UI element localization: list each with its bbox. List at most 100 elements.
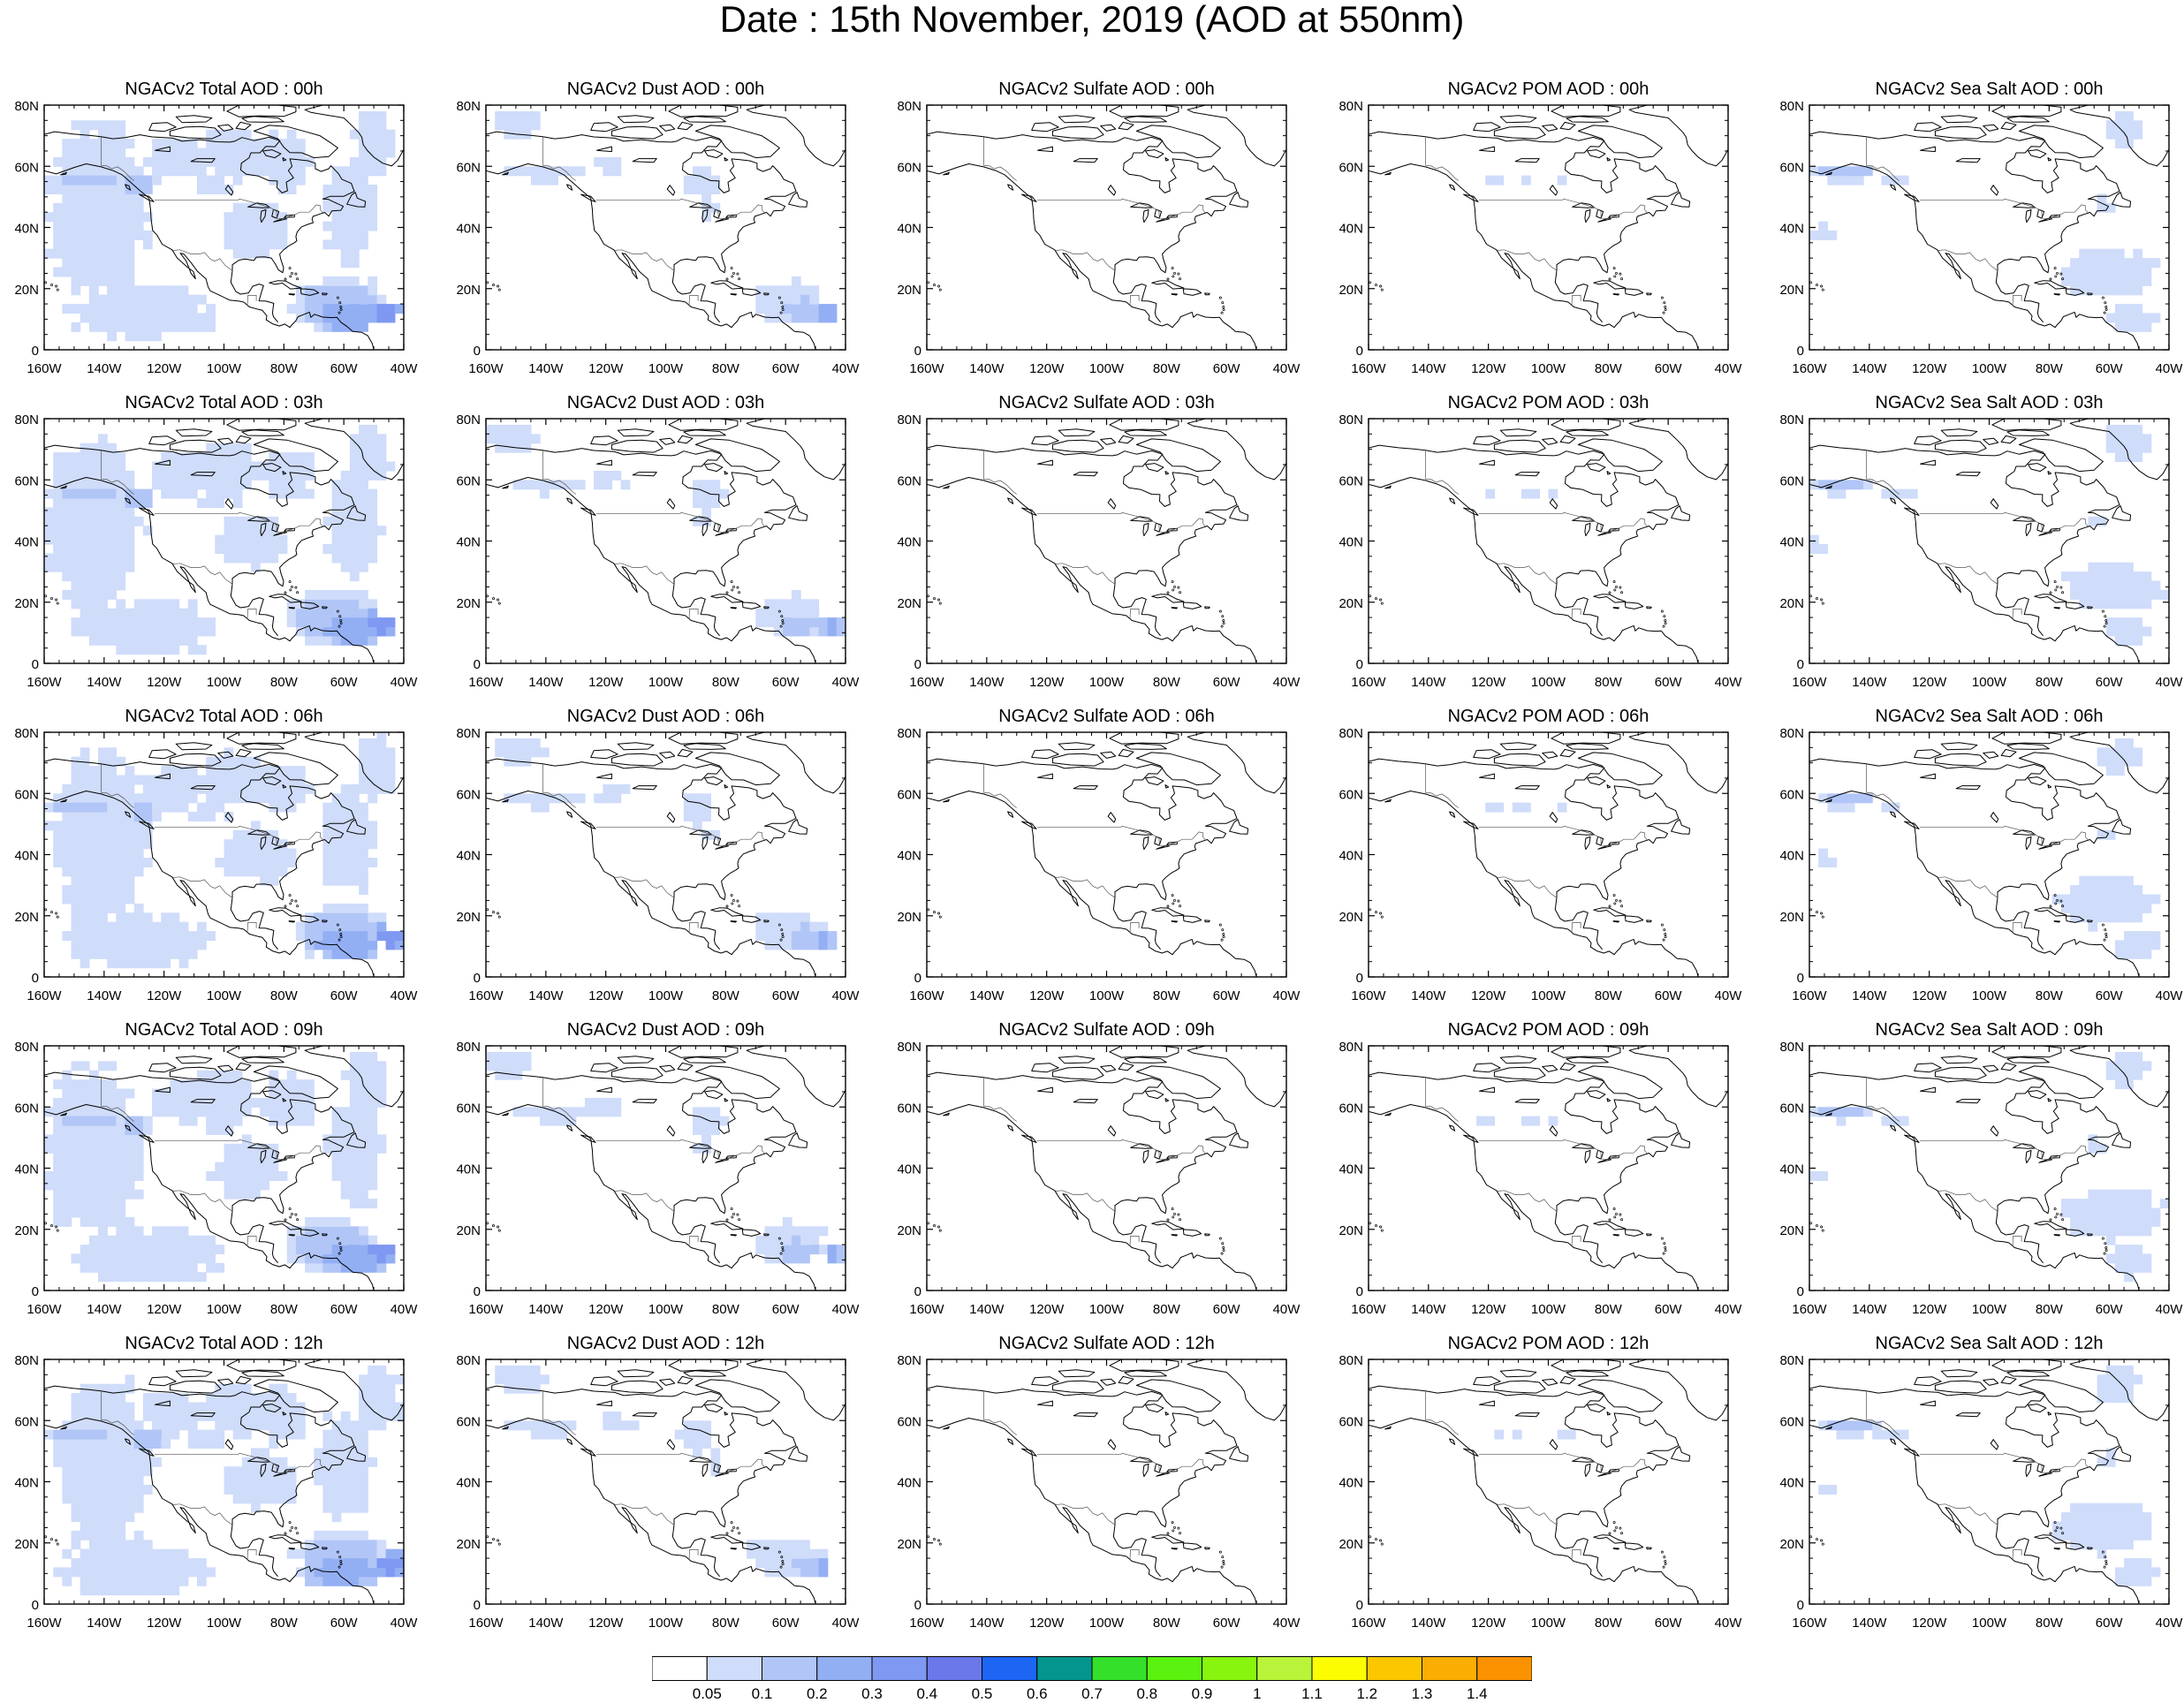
aod-cell [125,1411,135,1421]
small-island [492,597,495,601]
small-island [1820,912,1824,915]
aod-cell [2097,1143,2107,1154]
aod-cell [98,1411,108,1421]
lat-tick-label: 40N [1338,1162,1363,1177]
aod-cell [305,1567,315,1578]
aod-cell [504,738,514,748]
aod-cell [80,858,90,867]
political-border [172,563,233,585]
aod-cell [152,1439,162,1449]
aod-cell [98,875,108,886]
aod-cell [107,1253,117,1264]
aod-cell [269,148,279,158]
aod-cell [368,285,378,296]
small-island [937,912,941,915]
aod-cell [133,304,144,314]
aod-cell [2133,912,2143,923]
aod-cell [277,488,288,499]
lon-tick-label: 80W [2036,1302,2064,1317]
aod-cell [540,1429,550,1440]
aod-cell [251,202,261,213]
coastline [44,791,375,977]
aod-cell [1485,802,1496,813]
aod-cell [232,526,243,536]
aod-cell [269,139,279,149]
aod-cell [71,1162,81,1172]
aod-cell [98,544,108,554]
aod-cell [133,1253,144,1264]
small-island [777,1237,781,1240]
aod-cell [133,1162,144,1172]
aod-cell [340,285,351,296]
lat-tick-label: 80N [1338,413,1363,428]
lon-tick-label: 100W [1531,675,1566,690]
aod-cell [125,331,135,342]
aod-cell [791,285,801,296]
island-outline [1142,208,1149,223]
aod-cell [88,156,99,167]
aod-cell [125,304,135,314]
aod-cell [376,1567,387,1578]
aod-cell [359,553,368,564]
aod-cell [178,148,189,158]
aod-cell [71,258,81,269]
aod-cell [385,626,396,637]
island-outline [704,149,724,159]
aod-cell [2114,766,2125,776]
aod-cell [512,1374,523,1385]
aod-cell [107,443,117,453]
aod-cell [107,793,117,804]
aod-cell [98,516,108,526]
lat-tick-label: 60N [1338,473,1363,488]
island-outline [322,606,328,609]
lat-tick-label: 60N [1338,787,1363,802]
aod-cell [368,294,378,305]
aod-cell [98,1448,108,1458]
aod-cell [530,1365,541,1375]
lon-tick-label: 160W [1351,675,1386,690]
island-outline [1991,105,2062,117]
aod-cell [71,829,81,840]
aod-cell [88,452,99,463]
aod-cell [142,858,153,867]
aod-cell [359,1383,368,1394]
island-outline [1204,606,1210,609]
island-outline [1007,497,1014,504]
aod-cell [187,1420,198,1431]
island-outline [2047,471,2052,475]
aod-cell [232,1097,243,1108]
island-outline [155,1400,171,1407]
aod-cell [2133,599,2143,609]
aod-cell [359,1402,368,1412]
aod-cell [88,480,99,490]
aod-cell [215,1088,225,1099]
small-island [938,288,942,291]
aod-cell [368,1567,378,1578]
aod-cell [359,212,368,223]
aod-cell [359,156,368,167]
aod-cell [2124,267,2134,277]
aod-cell [241,1457,252,1467]
small-island [780,301,784,305]
aod-cell [107,775,117,785]
small-island [339,935,343,939]
island-outline [1051,125,1104,140]
aod-cell [107,1107,117,1117]
aod-cell [359,1245,368,1255]
aod-cell [187,470,198,481]
aod-cell [71,544,81,554]
aod-cell [170,470,180,481]
aod-cell [368,1262,378,1273]
aod-cell [107,480,117,490]
aod-cell [80,1466,90,1477]
aod-cell [232,1180,243,1191]
aod-cell [232,1420,243,1431]
small-island [1664,308,1667,312]
aod-cell [107,821,117,831]
aod-cell [88,1134,99,1145]
small-island [294,272,298,276]
aod-cell [170,783,180,794]
coastline [927,1071,1238,1215]
aod-cell [71,1439,81,1449]
aod-cell [71,848,81,859]
